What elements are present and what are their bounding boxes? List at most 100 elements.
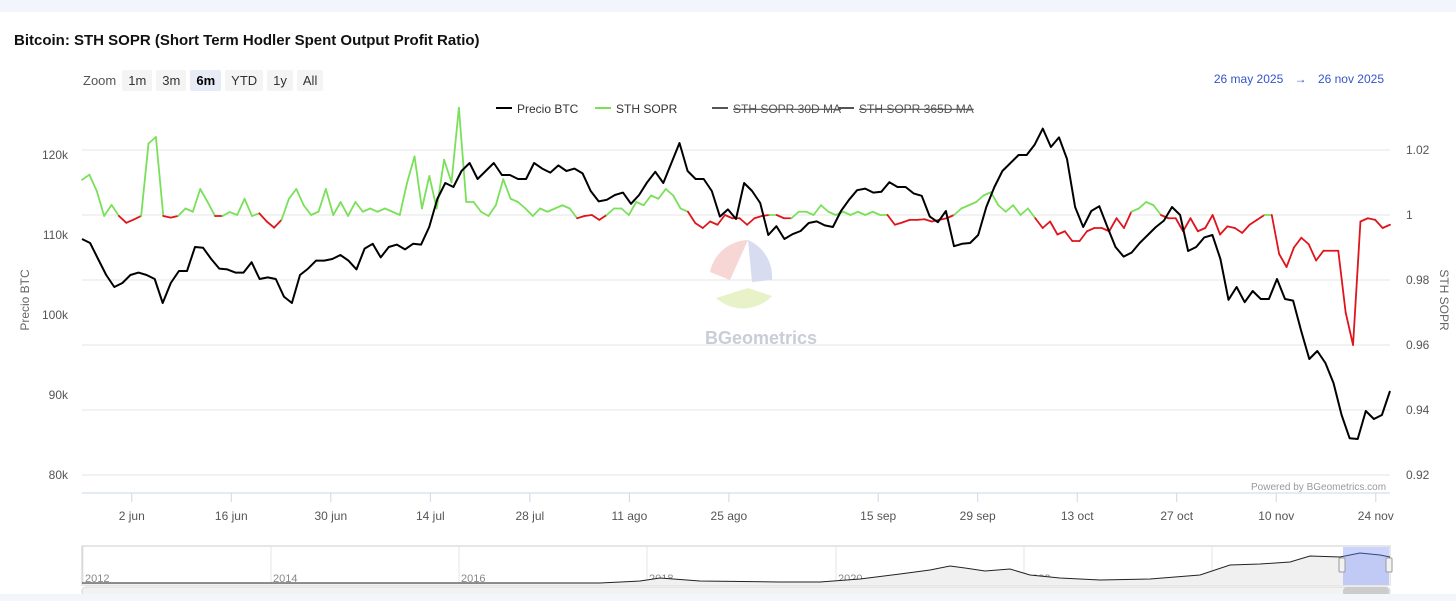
sopr-line-segment [1130, 207, 1140, 213]
navigator-scrollbar-thumb[interactable] [1343, 587, 1389, 594]
sopr-line-segment [576, 215, 586, 220]
x-tick-label: 16 jun [215, 509, 248, 523]
sopr-line-segment [228, 211, 239, 216]
sopr-line-segment [191, 188, 202, 213]
zoom-1m-button[interactable]: 1m [122, 70, 153, 91]
sopr-line-segment [546, 207, 556, 213]
sopr-line-segment [258, 212, 268, 223]
x-tick-label: 14 jul [416, 509, 445, 523]
zoom-ytd-button[interactable]: YTD [225, 70, 264, 91]
legend-item-sth-sopr-365d-ma[interactable]: STH SOPR 365D MA [838, 102, 974, 116]
sopr-line-segment [88, 173, 98, 192]
sopr-line-segment [524, 207, 534, 217]
sopr-line-segment [125, 218, 135, 224]
zoom-3m-button[interactable]: 3m [156, 70, 187, 91]
sopr-line-segment [709, 220, 719, 226]
y-left-tick-label: 90k [49, 388, 69, 402]
sopr-line-segment [1019, 207, 1029, 216]
sopr-line-segment [162, 215, 172, 219]
chart-card: Bitcoin: STH SOPR (Short Term Hodler Spe… [0, 12, 1456, 594]
legend-item-precio-btc[interactable]: Precio BTC [496, 102, 579, 116]
sopr-line-segment [251, 212, 261, 217]
sopr-line-segment [620, 207, 630, 216]
date-range-to[interactable]: 26 nov 2025 [1317, 72, 1384, 86]
sopr-line-segment [627, 201, 638, 216]
y-left-tick-label: 120k [42, 148, 69, 162]
sopr-line-segment [302, 204, 312, 216]
sopr-line-segment [280, 197, 290, 221]
sopr-line-segment [354, 201, 364, 213]
sopr-line-segment [724, 214, 734, 220]
sopr-line-segment [820, 204, 830, 213]
navigator-handle-left[interactable] [1338, 557, 1346, 573]
sopr-line-segment [1204, 214, 1214, 229]
sopr-line-segment [716, 214, 726, 226]
sopr-line-segment [893, 221, 904, 226]
sopr-line-segment [169, 215, 179, 219]
sopr-line-segment [642, 194, 652, 207]
navigator-handle-right[interactable] [1385, 557, 1393, 573]
sopr-line-segment [1063, 230, 1074, 242]
sopr-line-segment [857, 210, 867, 216]
sopr-line-segment [901, 218, 911, 224]
zoom-1y-button[interactable]: 1y [267, 70, 293, 91]
date-range-from[interactable]: 26 may 2025 [1213, 72, 1284, 86]
y-left-tick-label: 110k [43, 228, 69, 242]
sopr-line-segment [369, 207, 379, 213]
sopr-line-segment [435, 158, 446, 210]
sopr-line-segment [494, 178, 505, 207]
navigator-year-label: 2016 [461, 573, 485, 585]
sopr-line-segment [339, 201, 349, 217]
sopr-line-segment [975, 194, 985, 203]
y-right-tick-label: 0.98 [1406, 273, 1430, 287]
y-right-tick-label: 1.02 [1406, 143, 1430, 157]
sopr-line-segment [1270, 214, 1281, 255]
navigator-selection[interactable] [1343, 547, 1389, 585]
sopr-line-segment [561, 204, 571, 210]
zoom-all-button[interactable]: All [296, 70, 324, 91]
y-right-tick-label: 1 [1406, 208, 1413, 222]
sopr-line-segment [1182, 217, 1192, 233]
sopr-line-segment [598, 214, 608, 221]
sopr-line-segment [1352, 220, 1362, 346]
sopr-line-segment [110, 204, 120, 217]
sopr-line-segment [288, 188, 298, 200]
navigator-scrollbar[interactable] [81, 586, 1391, 594]
sopr-line-segment [1293, 236, 1303, 249]
sopr-line-segment [1012, 204, 1022, 216]
sopr-line-segment [1004, 204, 1015, 213]
sopr-line-segment [1233, 227, 1244, 234]
date-range: 26 may 2025 → 26 nov 2025 [1210, 72, 1388, 86]
sopr-line-segment [687, 210, 697, 225]
sopr-line-segment [413, 155, 423, 210]
sopr-line-segment [517, 201, 527, 210]
sopr-line-segment [679, 207, 689, 213]
sopr-line-segment [753, 215, 763, 220]
sopr-line-segment [982, 191, 992, 197]
sopr-line-segment [967, 201, 978, 207]
zoom-controls: Zoom 1m 3m 6m YTD 1y All [83, 70, 327, 91]
sopr-line-segment [650, 194, 660, 200]
x-tick-label: 2 jun [119, 509, 145, 523]
sopr-line-segment [827, 210, 837, 216]
credit-link[interactable]: Powered by BGeometrics.com [1251, 482, 1387, 493]
sopr-line-segment [450, 106, 460, 184]
sopr-line-segment [746, 217, 756, 226]
sopr-line-segment [1315, 249, 1325, 262]
zoom-6m-button[interactable]: 6m [190, 70, 222, 91]
legend-item-sth-sopr[interactable]: STH SOPR [595, 102, 678, 116]
watermark-logo-shape [716, 288, 772, 309]
sopr-line-segment [583, 214, 593, 217]
sopr-line-segment [701, 220, 712, 229]
legend-item-sth-sopr-30d-ma[interactable]: STH SOPR 30D MA [712, 102, 841, 116]
sopr-line-segment [1381, 223, 1391, 229]
sopr-line-segment [1086, 227, 1096, 233]
sopr-line-segment [487, 204, 497, 217]
sopr-line-segment [1300, 236, 1310, 246]
x-tick-label: 24 nov [1358, 509, 1394, 523]
sopr-line-segment [605, 207, 615, 216]
x-tick-label: 15 sep [860, 509, 896, 523]
sopr-line-segment [790, 210, 800, 220]
sopr-line-segment [1211, 214, 1221, 236]
sopr-line-segment [1189, 217, 1199, 233]
